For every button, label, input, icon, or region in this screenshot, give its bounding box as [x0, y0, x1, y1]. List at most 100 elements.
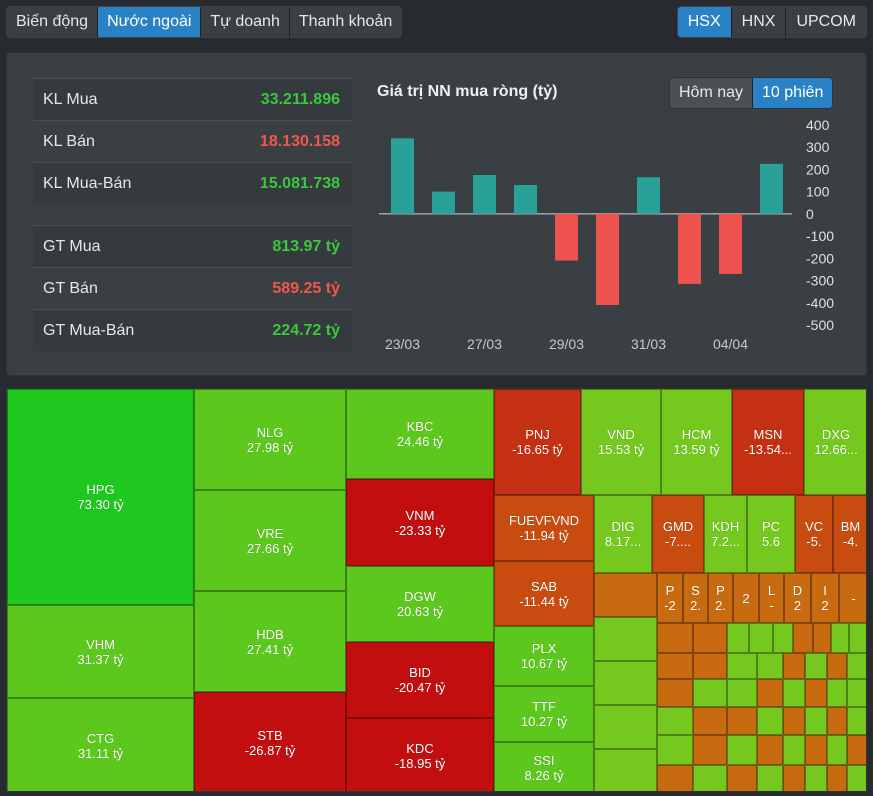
treemap-cell-minor[interactable]	[657, 765, 693, 791]
treemap-cell-minor[interactable]	[657, 679, 693, 707]
treemap-cell-hcm[interactable]: HCM 13.59 tỷ	[661, 389, 732, 495]
period-10-sessions-button[interactable]: 10 phiên	[753, 78, 833, 108]
treemap-cell-small[interactable]: -	[839, 573, 866, 623]
treemap-cell-minor[interactable]	[727, 679, 757, 707]
treemap-cell-bm[interactable]: BM -4.	[833, 495, 866, 573]
treemap-cell-pc[interactable]: PC 5.6	[747, 495, 795, 573]
treemap-cell-vre[interactable]: VRE 27.66 tỷ	[194, 490, 346, 591]
period-today-button[interactable]: Hôm nay	[670, 78, 754, 108]
treemap-cell-minor[interactable]	[805, 707, 827, 735]
treemap-cell-minor[interactable]	[594, 705, 657, 749]
tab-thanh-khoan[interactable]: Thanh khoản	[289, 7, 402, 37]
treemap-cell-minor[interactable]	[693, 679, 727, 707]
treemap-cell-p[interactable]: P -2	[657, 573, 683, 623]
treemap-cell-vc[interactable]: VC -5.	[795, 495, 833, 573]
treemap-cell-vhm[interactable]: VHM 31.37 tỷ	[7, 605, 194, 698]
treemap-cell-minor[interactable]	[594, 617, 657, 661]
treemap-cell-minor[interactable]	[827, 707, 847, 735]
treemap-cell-vnd[interactable]: VND 15.53 tỷ	[581, 389, 661, 495]
treemap-cell-minor[interactable]	[827, 765, 847, 791]
treemap-cell-minor[interactable]	[727, 653, 757, 679]
treemap-cell-minor[interactable]	[693, 707, 727, 735]
treemap-cell-minor[interactable]	[847, 707, 866, 735]
treemap-cell-minor[interactable]	[727, 765, 757, 791]
treemap-cell-p[interactable]: P 2.	[708, 573, 733, 623]
bar-30/03[interactable]	[596, 213, 619, 305]
treemap-cell-hdb[interactable]: HDB 27.41 tỷ	[194, 591, 346, 692]
bar-28/03[interactable]	[514, 185, 537, 214]
treemap-cell-minor[interactable]	[693, 653, 727, 679]
treemap-cell-nlg[interactable]: NLG 27.98 tỷ	[194, 389, 346, 490]
treemap-cell-minor[interactable]	[783, 707, 805, 735]
treemap-cell-minor[interactable]	[813, 623, 831, 653]
treemap-cell-msn[interactable]: MSN -13.54...	[732, 389, 804, 495]
treemap-cell-minor[interactable]	[847, 679, 866, 707]
treemap-cell-minor[interactable]	[749, 623, 773, 653]
treemap-cell-fuevfvnd[interactable]: FUEVFVND -11.94 tỷ	[494, 495, 594, 561]
treemap-cell-minor[interactable]	[783, 765, 805, 791]
treemap-cell-minor[interactable]	[793, 623, 813, 653]
treemap-cell-minor[interactable]	[727, 735, 757, 765]
treemap-cell-minor[interactable]	[757, 735, 783, 765]
bar-05/04[interactable]	[760, 163, 783, 214]
treemap-cell-minor[interactable]	[594, 573, 657, 617]
tab-tu-doanh[interactable]: Tự doanh	[201, 7, 290, 37]
treemap-cell-ttf[interactable]: TTF 10.27 tỷ	[494, 686, 594, 742]
tab-upcom[interactable]: UPCOM	[786, 7, 866, 37]
treemap-cell-minor[interactable]	[805, 735, 827, 765]
treemap-cell-minor[interactable]	[727, 707, 757, 735]
treemap-cell-minor[interactable]	[727, 623, 749, 653]
treemap-cell-dig[interactable]: DIG 8.17...	[594, 495, 652, 573]
treemap-cell-gmd[interactable]: GMD -7....	[652, 495, 704, 573]
treemap-cell-minor[interactable]	[657, 623, 693, 653]
tab-bien-dong[interactable]: Biến động	[7, 7, 99, 37]
treemap-cell-minor[interactable]	[805, 679, 827, 707]
treemap-cell-minor[interactable]	[757, 765, 783, 791]
treemap-cell-minor[interactable]	[594, 749, 657, 791]
treemap-cell-minor[interactable]	[831, 623, 849, 653]
treemap-cell-minor[interactable]	[693, 735, 727, 765]
treemap-cell-minor[interactable]	[827, 653, 847, 679]
treemap-cell-plx[interactable]: PLX 10.67 tỷ	[494, 626, 594, 686]
treemap-cell-kdc[interactable]: KDC -18.95 tỷ	[346, 718, 494, 791]
tab-nuoc-ngoai[interactable]: Nước ngoài	[98, 7, 202, 37]
treemap-cell-small[interactable]: 2	[733, 573, 759, 623]
treemap-cell-minor[interactable]	[805, 653, 827, 679]
treemap-cell-stb[interactable]: STB -26.87 tỷ	[194, 692, 346, 791]
bar-31/03[interactable]	[637, 177, 660, 214]
treemap-cell-minor[interactable]	[847, 653, 866, 679]
treemap-cell-sab[interactable]: SAB -11.44 tỷ	[494, 561, 594, 626]
treemap-cell-dxg[interactable]: DXG 12.66...	[804, 389, 866, 495]
tab-hsx[interactable]: HSX	[677, 7, 732, 37]
treemap-cell-minor[interactable]	[757, 653, 783, 679]
treemap-cell-minor[interactable]	[827, 735, 847, 765]
treemap-cell-minor[interactable]	[657, 735, 693, 765]
bar-03/04[interactable]	[678, 213, 701, 284]
treemap-cell-kbc[interactable]: KBC 24.46 tỷ	[346, 389, 494, 479]
treemap-cell-l[interactable]: L-	[759, 573, 784, 623]
bar-29/03[interactable]	[555, 213, 578, 261]
treemap-cell-minor[interactable]	[757, 707, 783, 735]
tab-hnx[interactable]: HNX	[731, 7, 787, 37]
treemap-cell-ctg[interactable]: CTG 31.11 tỷ	[7, 698, 194, 791]
treemap-cell-ssi[interactable]: SSI 8.26 tỷ	[494, 742, 594, 791]
treemap-cell-minor[interactable]	[847, 765, 866, 791]
bar-23/03[interactable]	[391, 138, 414, 214]
bar-04/04[interactable]	[719, 213, 742, 274]
bar-27/03[interactable]	[473, 175, 496, 214]
treemap-cell-minor[interactable]	[594, 661, 657, 705]
treemap-cell-bid[interactable]: BID -20.47 tỷ	[346, 642, 494, 718]
treemap-cell-minor[interactable]	[657, 653, 693, 679]
treemap-cell-minor[interactable]	[757, 679, 783, 707]
treemap-cell-pnj[interactable]: PNJ -16.65 tỷ	[494, 389, 581, 495]
treemap-cell-minor[interactable]	[827, 679, 847, 707]
treemap-cell-vnm[interactable]: VNM -23.33 tỷ	[346, 479, 494, 566]
treemap-cell-minor[interactable]	[805, 765, 827, 791]
treemap-cell-minor[interactable]	[849, 623, 866, 653]
treemap-cell-minor[interactable]	[657, 707, 693, 735]
treemap-cell-minor[interactable]	[783, 679, 805, 707]
treemap-cell-minor[interactable]	[693, 765, 727, 791]
treemap-cell-minor[interactable]	[773, 623, 793, 653]
